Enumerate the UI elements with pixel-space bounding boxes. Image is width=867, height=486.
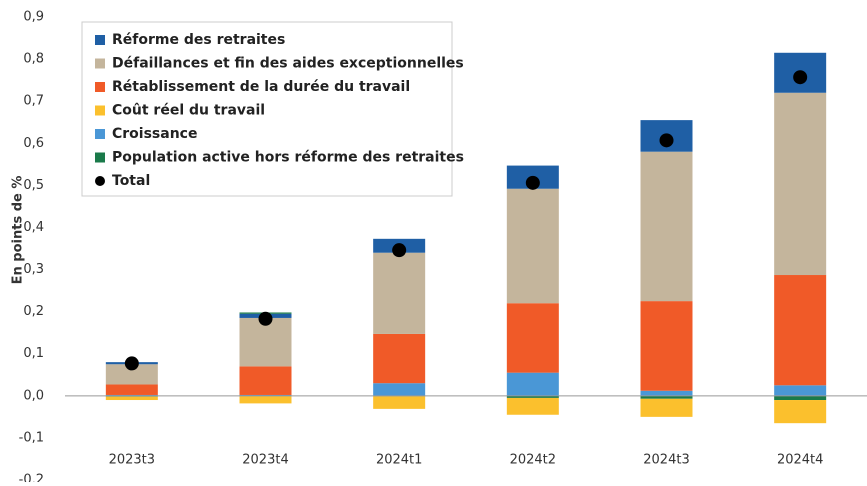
legend-dot [95,176,105,186]
y-tick-label: 0,3 [23,262,44,277]
y-tick-label: 0,5 [23,178,44,193]
y-tick-label: 0,0 [23,388,44,403]
legend-label: Population active hors réforme des retra… [112,150,464,166]
x-tick-label: 2024t4 [777,453,823,468]
legend-swatch [95,106,105,116]
bar-segment [373,334,425,383]
total-dot [259,312,273,326]
y-tick-label: 0,6 [23,136,44,151]
bar-segment [774,396,826,400]
y-tick-label: -0,1 [19,430,44,445]
legend-swatch [95,129,105,139]
bar-segment [240,396,292,404]
legend-label: Croissance [112,126,197,142]
bar-segment [373,396,425,409]
x-tick-label: 2024t3 [643,453,689,468]
x-tick-label: 2024t2 [510,453,556,468]
y-tick-label: 0,7 [23,94,44,109]
total-dot [526,176,540,190]
bar-segment [774,400,826,423]
total-dot [125,356,139,370]
total-dot [793,70,807,84]
legend-swatch [95,35,105,45]
legend-label: Défaillances et fin des aides exceptionn… [112,56,464,72]
bar-segment [774,275,826,385]
bar-segment [507,189,559,303]
bar-segment [106,397,158,400]
bar-segment [641,399,693,417]
bar-segment [106,384,158,395]
bar-segment [507,303,559,372]
x-tick-label: 2024t1 [376,453,422,468]
x-tick-label: 2023t3 [109,453,155,468]
legend-swatch [95,82,105,92]
bar-segment [774,93,826,275]
bar-segment [507,373,559,396]
legend-label: Total [112,173,150,189]
y-tick-label: 0,8 [23,52,44,67]
y-tick-label: 0,4 [23,220,44,235]
y-tick-label: 0,9 [23,10,44,25]
bar-segment [507,398,559,415]
legend-label: Rétablissement de la durée du travail [112,79,410,95]
bar-segment [774,385,826,396]
legend: Réforme des retraites Défaillances et fin… [82,22,464,196]
legend-swatch [95,153,105,163]
total-dot [392,243,406,257]
y-tick-label: -0,2 [19,473,44,483]
bar-segment [641,152,693,301]
legend-label: Réforme des retraites [112,32,285,48]
bar-segment [373,383,425,396]
x-tick-label: 2023t4 [242,453,288,468]
legend-label: Coût réel du travail [112,103,265,119]
y-tick-label: 0,2 [23,304,44,319]
bar-segment [373,253,425,334]
bar-segment [240,366,292,395]
legend-swatch [95,59,105,69]
bar-segment [641,301,693,391]
total-dot [660,133,674,147]
bar-segment [641,391,693,396]
y-tick-label: 0,1 [23,346,44,361]
